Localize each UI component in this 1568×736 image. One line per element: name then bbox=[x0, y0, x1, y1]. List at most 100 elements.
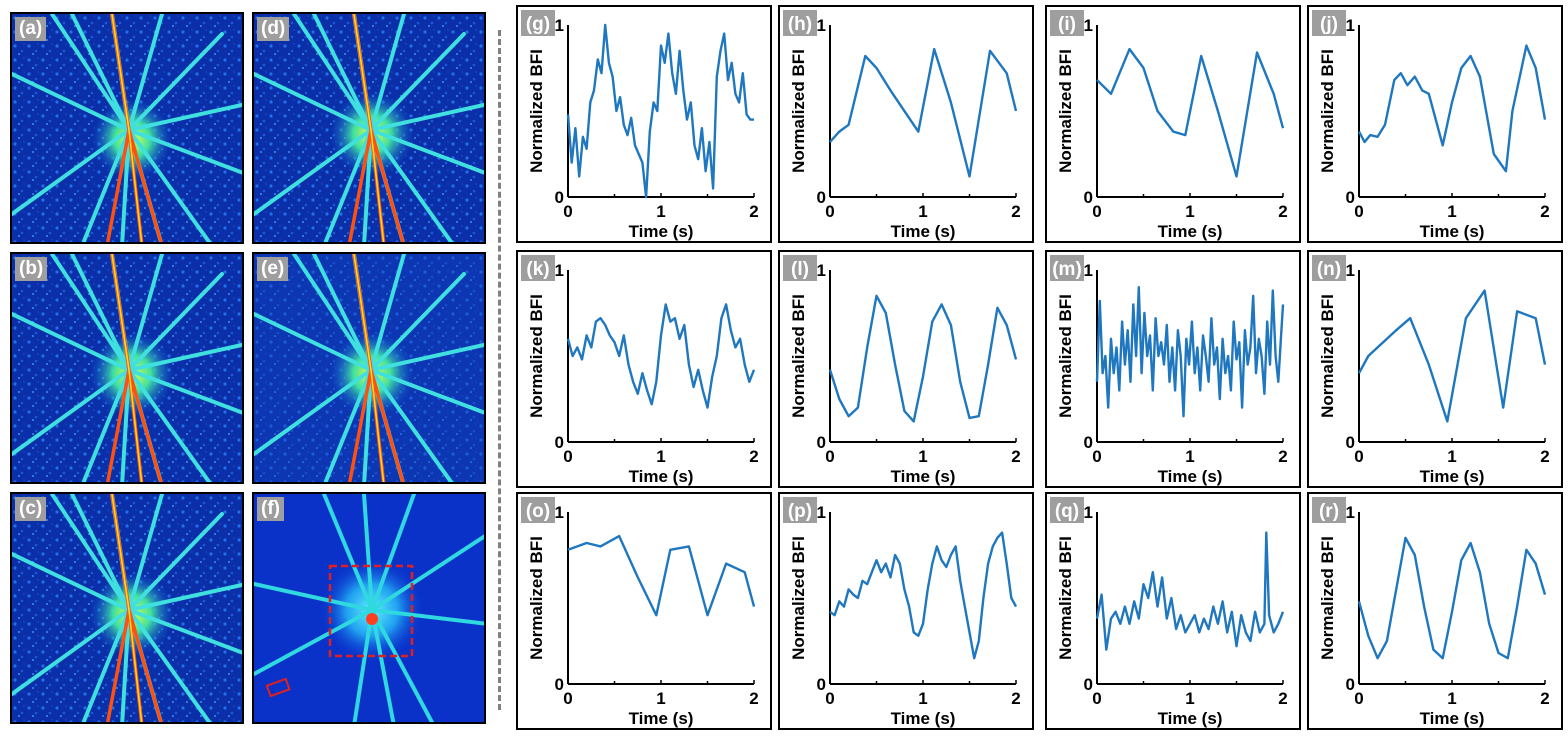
panel-label: (h) bbox=[788, 14, 812, 35]
y-axis-label: Normalized BFI bbox=[789, 49, 808, 173]
x-tick-label: 2 bbox=[1278, 447, 1287, 466]
y-tick-label: 0 bbox=[817, 675, 826, 694]
fundus-image-e: (e) bbox=[252, 252, 486, 484]
x-tick-label: 0 bbox=[825, 202, 834, 221]
x-tick-label: 1 bbox=[918, 202, 927, 221]
y-tick-label: 1 bbox=[555, 503, 564, 522]
x-tick-label: 0 bbox=[563, 202, 572, 221]
y-axis-label: Normalized BFI bbox=[1318, 49, 1337, 173]
chart-panel: (o) 0 1 2 0 1 Time (s) Normalized BFI bbox=[516, 492, 772, 730]
x-axis-label: Time (s) bbox=[891, 222, 956, 241]
y-axis-label: Normalized BFI bbox=[789, 294, 808, 418]
y-tick-label: 1 bbox=[817, 503, 826, 522]
chart-panel: (r) 0 1 2 0 1 Time (s) Normalized BFI bbox=[1307, 492, 1563, 730]
x-axis-label: Time (s) bbox=[629, 467, 694, 486]
y-axis-label: Normalized BFI bbox=[1318, 294, 1337, 418]
y-tick-label: 1 bbox=[1346, 16, 1355, 35]
chart-panel: (j) 0 1 2 0 1 Time (s) Normalized BFI bbox=[1307, 5, 1563, 243]
panel-label-bg bbox=[1312, 10, 1346, 36]
panel-label: (o) bbox=[526, 501, 550, 522]
x-tick-label: 1 bbox=[1185, 202, 1194, 221]
y-tick-label: 1 bbox=[817, 16, 826, 35]
panel-label: (q) bbox=[1055, 501, 1079, 522]
y-axis-label: Normalized BFI bbox=[527, 49, 546, 173]
y-tick-label: 0 bbox=[555, 675, 564, 694]
panel-label: (p) bbox=[788, 501, 812, 522]
y-tick-label: 1 bbox=[817, 261, 826, 280]
x-tick-label: 1 bbox=[1447, 447, 1456, 466]
y-axis-label: Normalized BFI bbox=[1056, 536, 1075, 660]
panel-label-bg bbox=[1050, 255, 1084, 281]
panel-label: (n) bbox=[1317, 259, 1341, 280]
chart-panel: (n) 0 1 2 0 1 Time (s) Normalized BFI bbox=[1307, 250, 1563, 488]
chart-panel: (q) 0 1 2 0 1 Time (s) Normalized BFI bbox=[1045, 492, 1301, 730]
panel-label-bg bbox=[783, 10, 817, 36]
y-tick-label: 0 bbox=[1084, 675, 1093, 694]
x-tick-label: 0 bbox=[1092, 202, 1101, 221]
panel-label: (a) bbox=[15, 17, 47, 41]
y-axis-label: Normalized BFI bbox=[1318, 536, 1337, 660]
series-line bbox=[1357, 289, 1547, 423]
x-axis-label: Time (s) bbox=[891, 709, 956, 728]
y-tick-label: 0 bbox=[817, 188, 826, 207]
chart-panel: (g) 0 1 2 0 1 Time (s) Normalized BFI bbox=[516, 5, 772, 243]
x-tick-label: 2 bbox=[1278, 689, 1287, 708]
series-line bbox=[566, 303, 756, 409]
x-tick-label: 2 bbox=[1011, 689, 1020, 708]
dashed-divider bbox=[498, 30, 501, 710]
y-tick-label: 1 bbox=[1346, 261, 1355, 280]
y-tick-label: 0 bbox=[555, 188, 564, 207]
y-axis-label: Normalized BFI bbox=[527, 294, 546, 418]
fundus-image-a: (a) bbox=[10, 12, 244, 244]
x-axis-label: Time (s) bbox=[1158, 222, 1223, 241]
series-line bbox=[1095, 531, 1285, 651]
y-tick-label: 0 bbox=[1346, 675, 1355, 694]
x-tick-label: 1 bbox=[918, 447, 927, 466]
x-tick-label: 2 bbox=[749, 447, 758, 466]
x-axis-label: Time (s) bbox=[629, 222, 694, 241]
series-line bbox=[566, 23, 754, 199]
x-tick-label: 2 bbox=[749, 202, 758, 221]
x-tick-label: 0 bbox=[825, 447, 834, 466]
y-axis-label: Normalized BFI bbox=[789, 536, 808, 660]
x-tick-label: 1 bbox=[918, 689, 927, 708]
x-tick-label: 0 bbox=[563, 689, 572, 708]
panel-label: (g) bbox=[526, 14, 550, 35]
panel-label: (c) bbox=[15, 497, 47, 521]
x-tick-label: 1 bbox=[656, 689, 665, 708]
series-line bbox=[829, 47, 1018, 178]
series-line bbox=[1096, 47, 1285, 178]
series-line bbox=[1357, 44, 1547, 173]
y-tick-label: 1 bbox=[555, 16, 564, 35]
x-axis-label: Time (s) bbox=[1420, 709, 1485, 728]
panel-label: (j) bbox=[1320, 14, 1338, 35]
x-tick-label: 0 bbox=[1354, 447, 1363, 466]
panel-label: (r) bbox=[1319, 501, 1339, 522]
x-tick-label: 0 bbox=[825, 689, 834, 708]
panel-label-bg bbox=[1050, 10, 1084, 36]
panel-label-bg bbox=[783, 497, 817, 523]
x-tick-label: 0 bbox=[1354, 202, 1363, 221]
x-axis-label: Time (s) bbox=[891, 467, 956, 486]
y-tick-label: 1 bbox=[1346, 503, 1355, 522]
y-tick-label: 1 bbox=[1084, 503, 1093, 522]
x-tick-label: 2 bbox=[1540, 202, 1549, 221]
panel-label: (k) bbox=[526, 259, 549, 280]
panel-label: (f) bbox=[257, 497, 284, 521]
y-tick-label: 1 bbox=[1084, 261, 1093, 280]
series-line bbox=[1357, 536, 1547, 660]
y-tick-label: 0 bbox=[555, 433, 564, 452]
x-tick-label: 2 bbox=[1540, 689, 1549, 708]
y-tick-label: 1 bbox=[555, 261, 564, 280]
chart-panel: (p) 0 1 2 0 1 Time (s) Normalized BFI bbox=[778, 492, 1034, 730]
series-line bbox=[829, 531, 1018, 660]
x-tick-label: 2 bbox=[1540, 447, 1549, 466]
x-tick-label: 2 bbox=[1011, 447, 1020, 466]
